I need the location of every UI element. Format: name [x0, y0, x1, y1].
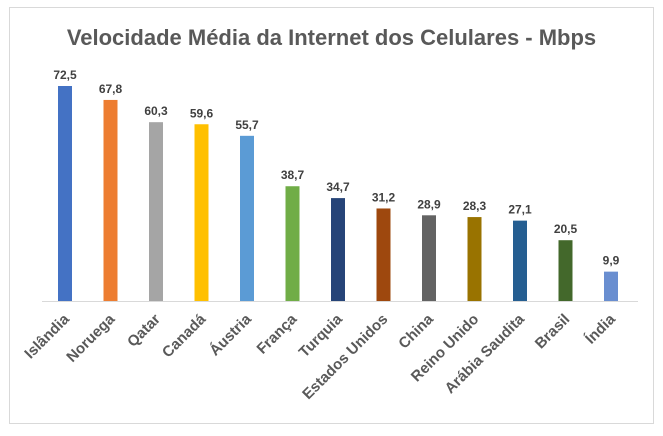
- value-label-reino-unido: 28,3: [463, 199, 487, 213]
- value-label-brasil: 20,5: [554, 222, 578, 236]
- bars-group: [58, 86, 618, 301]
- category-label-índia: Índia: [582, 310, 619, 347]
- value-label-canadá: 59,6: [190, 106, 214, 120]
- category-label-frança: França: [254, 310, 301, 357]
- category-label-qatar: Qatar: [124, 311, 164, 351]
- value-label-índia: 9,9: [603, 254, 620, 268]
- category-label-canadá: Canadá: [159, 310, 210, 361]
- value-label-noruega: 67,8: [99, 82, 123, 96]
- value-label-arábia-saudita: 27,1: [508, 203, 532, 217]
- bar-noruega: [103, 99, 118, 301]
- bar-canadá: [194, 124, 209, 301]
- category-label-áustria: Áustria: [206, 310, 255, 359]
- chart-title: Velocidade Média da Internet dos Celular…: [66, 25, 597, 50]
- value-label-qatar: 60,3: [144, 104, 168, 118]
- bar-reino-unido: [467, 217, 482, 301]
- category-label-brasil: Brasil: [532, 311, 574, 353]
- bar-frança: [285, 186, 300, 301]
- bar-áustria: [240, 135, 254, 301]
- bar-turquia: [331, 198, 345, 301]
- bar-china: [422, 215, 436, 301]
- category-label-noruega: Noruega: [63, 310, 119, 366]
- value-label-turquia: 34,7: [326, 180, 350, 194]
- category-label-estados-unidos: Estados Unidos: [299, 311, 391, 403]
- value-label-china: 28,9: [417, 197, 441, 211]
- value-label-islândia: 72,5: [53, 68, 77, 82]
- value-labels-group: 72,5 67,8 60,3 59,6 55,7 38,7 34,7 31,2 28,9 28,3…: [53, 68, 619, 268]
- value-label-frança: 38,7: [281, 168, 305, 182]
- bar-qatar: [149, 122, 163, 301]
- bar-arábia-saudita: [513, 220, 527, 301]
- category-label-china: China: [395, 310, 437, 352]
- bar-islândia: [58, 86, 72, 301]
- category-label-arábia-saudita: Arábia Saudita: [442, 310, 529, 397]
- value-label-áustria: 55,7: [235, 118, 259, 132]
- bar-índia: [604, 271, 618, 301]
- bar-estados-unidos: [376, 208, 391, 301]
- bar-brasil: [558, 240, 573, 301]
- value-label-estados-unidos: 31,2: [372, 190, 396, 204]
